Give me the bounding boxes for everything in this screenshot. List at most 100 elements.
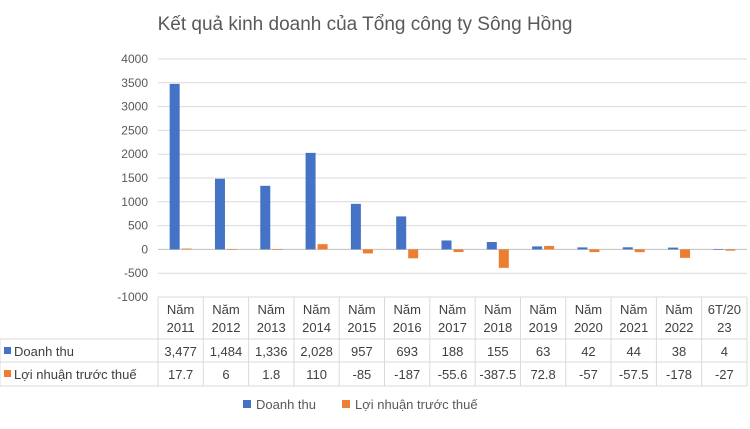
bar-doanh-thu — [668, 247, 679, 250]
bar-doanh-thu — [396, 216, 407, 250]
table-row-label: Lợi nhuận trước thuế — [14, 367, 137, 382]
x-category-label: 6T/20 — [708, 302, 741, 317]
data-label: -387.5 — [479, 367, 516, 382]
data-label: 2,028 — [300, 344, 333, 359]
data-label: 3,477 — [164, 344, 197, 359]
bar-loi-nhuan — [272, 249, 283, 250]
y-tick-label: 3500 — [121, 76, 148, 90]
chart-title: Kết quả kinh doanh của Tổng công ty Sông… — [158, 14, 573, 35]
bar-loi-nhuan — [725, 249, 736, 251]
data-label: 693 — [396, 344, 418, 359]
bar-doanh-thu — [169, 83, 180, 250]
data-label: 1.8 — [262, 367, 280, 382]
x-category-label: 2021 — [619, 320, 648, 335]
bar-loi-nhuan — [181, 248, 192, 250]
y-tick-label: 3000 — [121, 100, 148, 114]
data-label: 38 — [672, 344, 686, 359]
y-tick-label: -500 — [124, 266, 148, 280]
data-label: 1,336 — [255, 344, 288, 359]
data-label: 110 — [306, 367, 327, 382]
bar-doanh-thu — [622, 247, 633, 250]
x-category-label: 2020 — [574, 320, 603, 335]
legend-swatch — [243, 400, 251, 408]
bar-doanh-thu — [532, 246, 543, 250]
data-label: 155 — [487, 344, 509, 359]
y-tick-label: 2000 — [121, 147, 148, 161]
x-category-label: Năm — [575, 302, 602, 317]
bar-doanh-thu — [577, 247, 588, 250]
bar-doanh-thu — [441, 240, 452, 250]
x-category-label: 2014 — [302, 320, 331, 335]
y-tick-label: 0 — [141, 242, 148, 256]
x-category-label: 23 — [717, 320, 731, 335]
y-tick-label: -1000 — [117, 290, 148, 304]
data-label: -55.6 — [438, 367, 468, 382]
x-category-label: Năm — [484, 302, 511, 317]
data-label: 4 — [721, 344, 728, 359]
x-category-label: 2019 — [529, 320, 558, 335]
data-label: 63 — [536, 344, 550, 359]
data-label: 44 — [626, 344, 640, 359]
x-category-label: Năm — [439, 302, 466, 317]
data-label: -187 — [394, 367, 420, 382]
legend: Doanh thu Lợi nhuận trước thuế — [243, 397, 478, 412]
bar-loi-nhuan — [589, 249, 600, 253]
x-category-label: 2012 — [212, 320, 241, 335]
y-axis-ticks: 4000 3500 3000 2500 2000 1500 1000 500 0 -500 -100… — [117, 52, 148, 304]
grid-lines — [158, 58, 747, 298]
y-tick-label: 2500 — [121, 123, 148, 137]
data-table: Năm 2011 Năm 2012 Năm 2013 Năm 2014 Năm 2015 Năm 20… — [0, 297, 748, 387]
x-category-label: Năm — [529, 302, 556, 317]
data-label: 188 — [442, 344, 464, 359]
data-label: 957 — [351, 344, 373, 359]
x-category-label: 2016 — [393, 320, 422, 335]
x-category-label: 2022 — [665, 320, 694, 335]
data-label: 42 — [581, 344, 595, 359]
x-category-label: Năm — [393, 302, 420, 317]
bar-loi-nhuan — [226, 249, 237, 250]
x-category-label: Năm — [212, 302, 239, 317]
data-label: 6 — [222, 367, 229, 382]
x-category-label: Năm — [303, 302, 330, 317]
data-label: -178 — [666, 367, 692, 382]
bars — [169, 83, 736, 268]
y-tick-label: 500 — [128, 219, 148, 233]
data-label: -57.5 — [619, 367, 649, 382]
data-label: 72.8 — [530, 367, 555, 382]
bar-loi-nhuan — [408, 249, 419, 259]
x-category-label: Năm — [258, 302, 285, 317]
legend-swatch — [342, 400, 350, 408]
table-legend-key — [4, 370, 11, 377]
data-label: 17.7 — [168, 367, 193, 382]
bar-loi-nhuan — [680, 249, 691, 258]
legend-label: Doanh thu — [256, 397, 316, 412]
data-label: -57 — [579, 367, 598, 382]
x-category-label: 2017 — [438, 320, 467, 335]
bar-doanh-thu — [305, 152, 316, 250]
y-tick-label: 4000 — [121, 52, 148, 66]
x-category-label: Năm — [620, 302, 647, 317]
bar-loi-nhuan — [544, 245, 555, 250]
bar-loi-nhuan — [453, 249, 464, 253]
x-category-label: 2018 — [483, 320, 512, 335]
bar-doanh-thu — [260, 185, 271, 250]
bar-loi-nhuan — [634, 249, 645, 253]
bar-loi-nhuan — [362, 249, 373, 254]
data-label: 1,484 — [210, 344, 243, 359]
x-category-label: 2011 — [167, 320, 195, 335]
bar-doanh-thu — [350, 203, 361, 250]
table-row-label: Doanh thu — [14, 344, 74, 359]
data-label: -85 — [352, 367, 371, 382]
x-category-label: Năm — [665, 302, 692, 317]
bar-loi-nhuan — [317, 244, 328, 250]
x-category-label: 2015 — [347, 320, 376, 335]
table-legend-key — [4, 347, 11, 354]
bar-doanh-thu — [486, 242, 497, 250]
y-tick-label: 1000 — [121, 195, 148, 209]
legend-label: Lợi nhuận trước thuế — [355, 397, 478, 412]
y-tick-label: 1500 — [121, 171, 148, 185]
x-category-label: Năm — [348, 302, 375, 317]
data-label: -27 — [715, 367, 734, 382]
